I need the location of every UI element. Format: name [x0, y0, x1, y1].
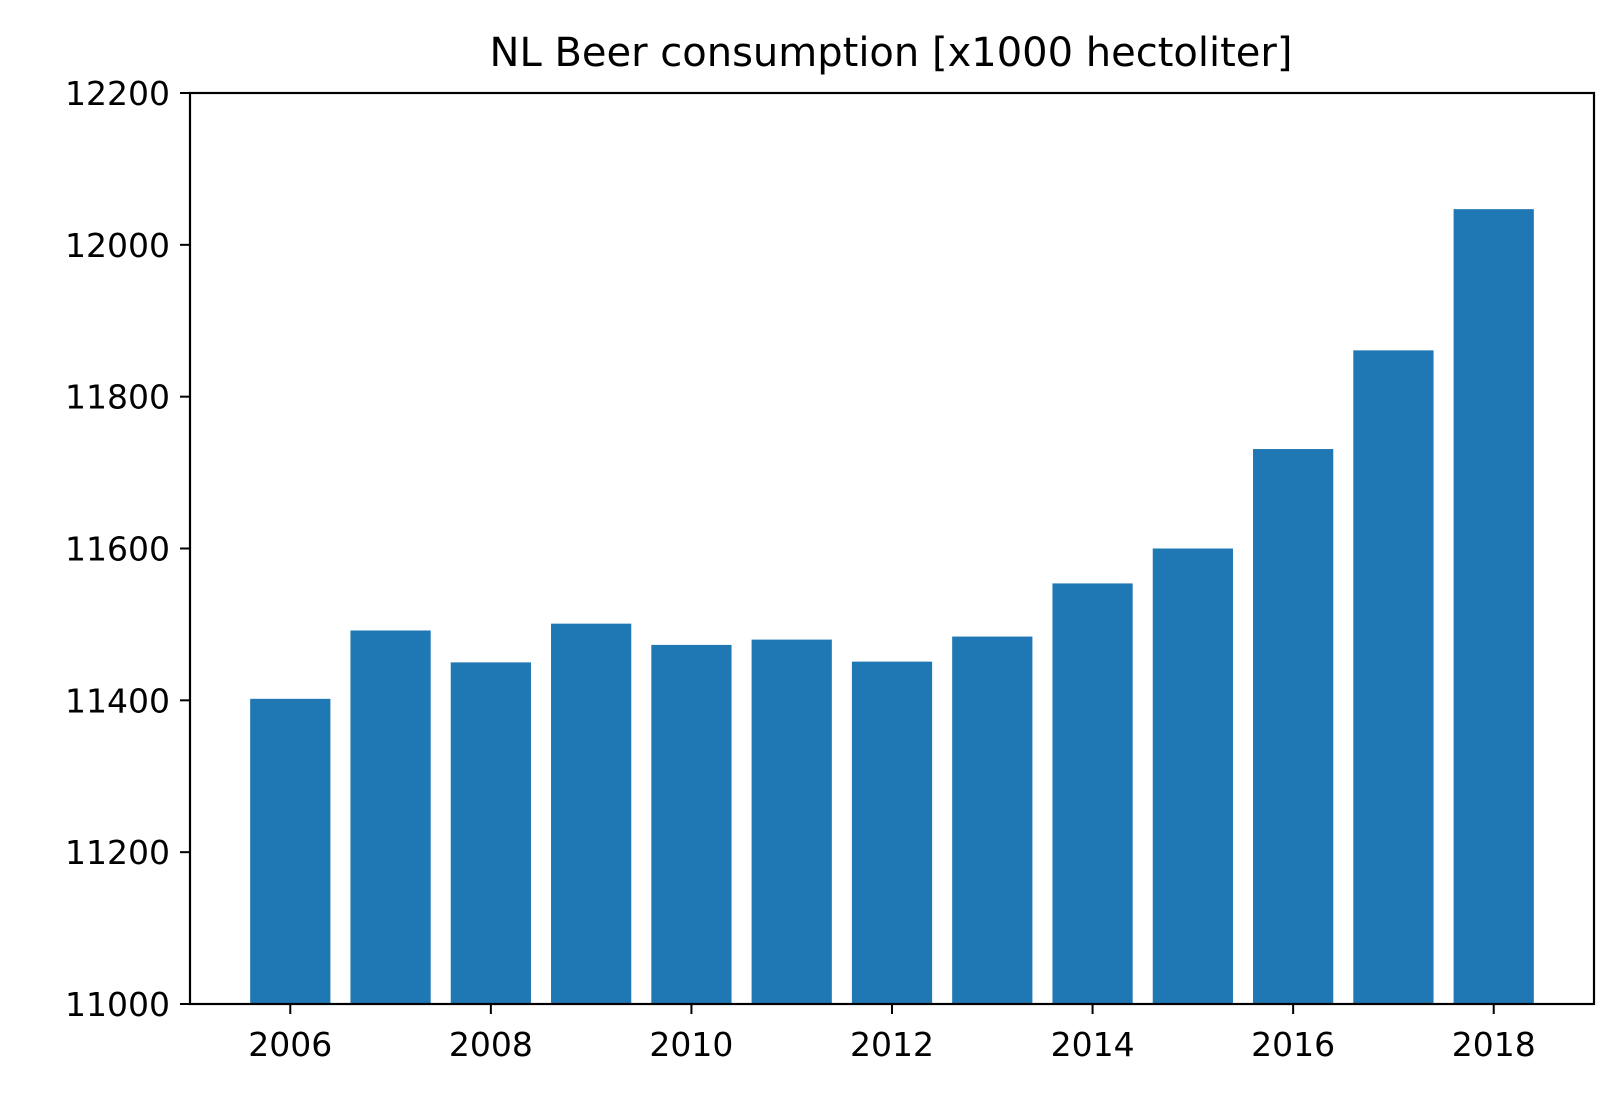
- bar-2006: [250, 698, 331, 1004]
- x-tick-label: 2006: [248, 1025, 332, 1064]
- bar-2012: [851, 661, 933, 1004]
- bar-2013: [952, 636, 1033, 1004]
- y-tick-label: 11200: [65, 833, 170, 872]
- bar-2011: [751, 639, 832, 1004]
- bar-2007: [350, 630, 431, 1004]
- plot-frame: [188, 91, 1596, 1006]
- y-tick-label: 12200: [65, 74, 170, 113]
- y-tick-label: 11400: [65, 681, 170, 720]
- y-axis: 11000 11200 11400 11600 11800 12000 12200: [65, 74, 190, 1024]
- x-tick-label: 2016: [1251, 1025, 1335, 1064]
- x-tick-label: 2010: [649, 1025, 733, 1064]
- y-tick-label: 11000: [65, 985, 170, 1024]
- bar-2008: [450, 662, 531, 1005]
- bar-2009: [551, 623, 632, 1004]
- bar-2017: [1353, 350, 1434, 1004]
- x-tick-label: 2012: [850, 1025, 934, 1064]
- x-tick-label: 2008: [449, 1025, 533, 1064]
- bar-2016: [1253, 449, 1334, 1004]
- y-tick-label: 11800: [65, 378, 170, 417]
- y-tick-label: 12000: [65, 226, 170, 265]
- x-tick-label: 2014: [1051, 1025, 1135, 1064]
- chart-title: NL Beer consumption [x1000 hectoliter]: [490, 30, 1293, 76]
- bar-2010: [651, 644, 732, 1004]
- bar-2018: [1453, 209, 1534, 1004]
- bar-2014: [1052, 583, 1133, 1004]
- x-axis: 2006 2008 2010 2012 2014 2016 2018: [248, 1004, 1536, 1064]
- y-tick-label: 11600: [65, 530, 170, 569]
- x-tick-label: 2018: [1452, 1025, 1536, 1064]
- bars-layer: [250, 209, 1534, 1005]
- bar-2015: [1152, 548, 1233, 1004]
